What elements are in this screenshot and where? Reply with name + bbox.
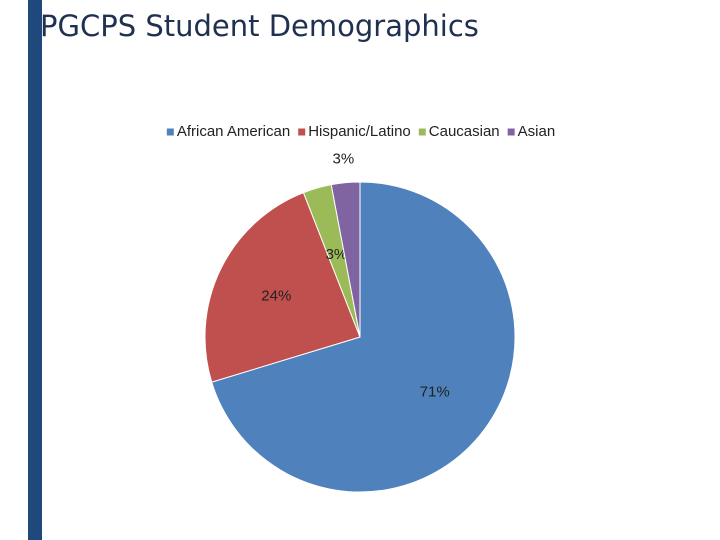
data-label: 24%	[261, 287, 291, 304]
data-label: 3%	[326, 246, 348, 263]
legend-label: Caucasian	[429, 123, 500, 140]
legend-swatch	[507, 128, 515, 136]
legend-label: Hispanic/Latino	[308, 123, 411, 140]
pie-slice	[330, 181, 361, 338]
pie-slice	[204, 192, 361, 383]
data-label: 3%	[333, 150, 355, 167]
accent-bar	[28, 0, 42, 540]
legend-label: Asian	[518, 123, 556, 140]
legend-swatch	[166, 128, 174, 136]
chart-title: PGCPS Student Demographics	[40, 9, 479, 43]
legend-swatch	[418, 128, 426, 136]
legend-swatch	[298, 128, 306, 136]
pie-slice	[211, 181, 516, 493]
legend-label: African American	[177, 123, 290, 140]
data-label: 71%	[420, 383, 450, 400]
